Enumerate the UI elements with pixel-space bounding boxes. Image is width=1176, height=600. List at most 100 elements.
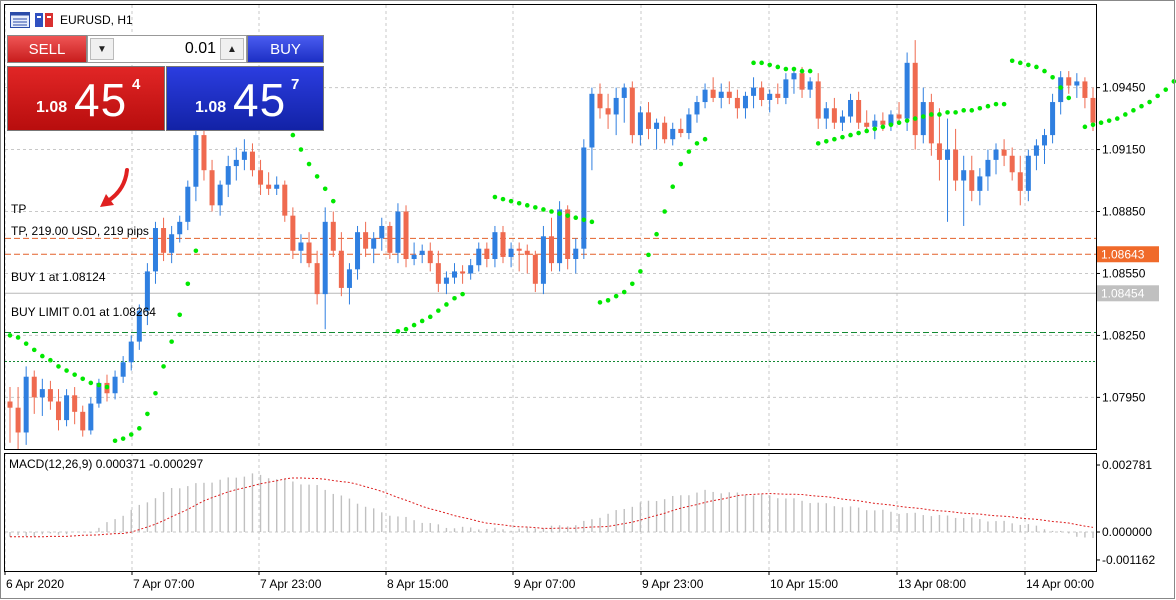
sar-dot (1171, 79, 1176, 84)
sar-dot (856, 130, 861, 136)
candle-body (298, 242, 304, 251)
sar-dot (80, 376, 86, 382)
sar-dot (993, 101, 999, 107)
macd-axis-label: 0.000000 (1102, 525, 1152, 539)
price-axis-label: 1.08850 (1102, 205, 1146, 219)
candle-body (23, 376, 29, 433)
lot-increase-button[interactable]: ▲ (220, 38, 244, 60)
chart-labels: 1.09450 1.09150 1.08850 1.08550 1.08250 1.079… (4, 81, 1159, 591)
sar-dot (630, 281, 635, 287)
sar-dot (492, 194, 498, 200)
sar-dot (823, 138, 829, 144)
candle-body (225, 166, 231, 185)
candle-body (791, 73, 797, 80)
sar-dot (937, 112, 942, 117)
sar-dot (516, 200, 522, 206)
sar-dot (799, 68, 805, 74)
candle-body (371, 238, 377, 249)
sar-dot (427, 314, 433, 320)
sar-dot (573, 215, 579, 221)
sar-dot (23, 341, 29, 346)
sar-dot (783, 66, 789, 72)
candle-body (1090, 97, 1096, 123)
buy-price-big: 45 (233, 74, 287, 126)
sar-dot (686, 149, 692, 154)
candle-body (1050, 102, 1056, 136)
candle-body (605, 108, 611, 115)
sar-dot (31, 347, 37, 353)
sar-dot (904, 118, 910, 123)
candle-body (734, 97, 740, 109)
lot-decrease-button[interactable]: ▼ (90, 38, 114, 60)
sar-dot (557, 211, 562, 216)
sar-dot (137, 426, 142, 431)
candle-body (201, 135, 207, 171)
sar-dot (1050, 74, 1055, 80)
candle-body (161, 228, 167, 253)
candle-body (233, 159, 239, 167)
candle-body (726, 91, 732, 98)
candle-body (241, 151, 247, 160)
sar-dot (48, 357, 53, 363)
sar-dot (832, 136, 837, 142)
candle-body (290, 215, 296, 251)
sar-dot (1139, 103, 1144, 109)
candle-body (880, 120, 886, 125)
candle-body (613, 97, 619, 115)
sar-dot (1082, 124, 1088, 130)
sar-dot (751, 60, 756, 66)
candle-body (1066, 77, 1072, 86)
symbol-book-icon[interactable] (34, 12, 54, 28)
candle-body (969, 170, 975, 191)
sar-dot (7, 333, 13, 338)
sar-dot (1017, 60, 1023, 66)
window-list-icon[interactable] (10, 12, 30, 28)
candle-body (136, 310, 142, 342)
candle-body (702, 89, 708, 103)
sar-dot (791, 66, 797, 72)
candle-body (718, 91, 724, 98)
candle-body (338, 250, 344, 288)
candle-body (395, 211, 401, 253)
buy-price-button[interactable]: 1.08 45 7 (166, 66, 324, 131)
lot-size-input[interactable] (116, 39, 216, 59)
sar-dot (452, 295, 457, 301)
macd-indicator-label: MACD(12,26,9) 0.000371 -0.000297 (9, 457, 203, 471)
candle-body (15, 407, 21, 433)
bid-price-badge-bg (1097, 285, 1159, 302)
candle-body (7, 401, 13, 408)
candle-body (548, 236, 555, 264)
sar-dot (104, 384, 110, 390)
candle-body (266, 184, 272, 189)
candle-body (403, 211, 409, 260)
sar-dot (1163, 87, 1169, 92)
buy-button[interactable]: BUY (247, 35, 324, 63)
candle-body (55, 401, 61, 421)
macd-pane-border (4, 453, 1097, 572)
sell-price-button[interactable]: 1.08 45 4 (7, 66, 165, 131)
sar-dot (403, 326, 409, 332)
candle-body (662, 122, 668, 140)
sar-dot (864, 128, 870, 134)
candle-body (678, 128, 684, 134)
candle-body (419, 250, 425, 255)
candle-body (928, 102, 934, 144)
triangle-down-icon: ▼ (97, 43, 107, 55)
candle-body (977, 176, 983, 191)
sar-dot (460, 291, 465, 297)
arrow-head-icon (100, 194, 114, 207)
sar-dot (654, 231, 659, 237)
sell-button[interactable]: SELL (7, 35, 87, 63)
candle-body (945, 149, 951, 160)
sar-dot (920, 114, 926, 119)
candle-body (452, 271, 458, 278)
sar-dot (177, 312, 183, 318)
candle-body (476, 248, 482, 266)
buy-price-sup: 7 (291, 76, 300, 93)
candle-body (751, 87, 757, 96)
candle-body (379, 225, 385, 239)
candle-body (468, 265, 474, 274)
sar-dot (767, 62, 773, 68)
candle-body (193, 135, 199, 187)
